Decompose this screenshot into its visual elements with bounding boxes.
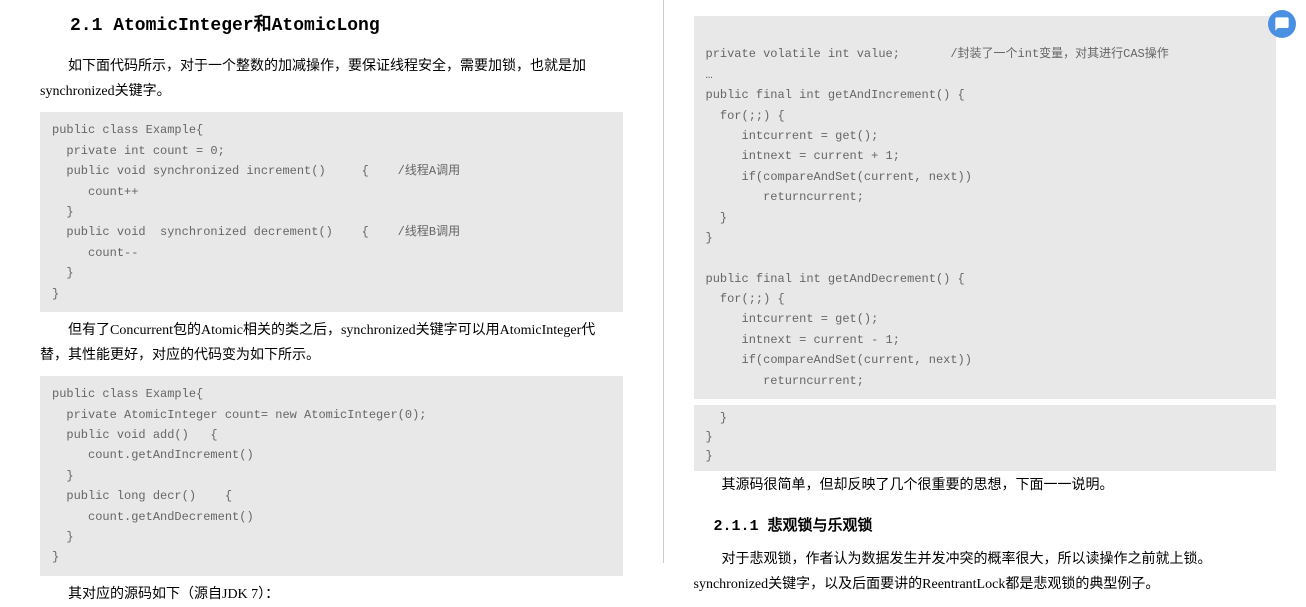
- code-block-1: public class Example{ private int count …: [40, 112, 623, 312]
- left-page: 2.1 AtomicInteger和AtomicLong 如下面代码所示，对于一…: [0, 0, 664, 563]
- right-page: private volatile int value; /封装了一个int变量，…: [664, 0, 1306, 563]
- paragraph-3: 其对应的源码如下（源自JDK 7）：: [40, 582, 623, 607]
- right-paragraph-1: 其源码很简单，但却反映了几个很重要的思想，下面一一说明。: [694, 473, 1277, 498]
- paragraph-2: 但有了Concurrent包的Atomic相关的类之后，synchronized…: [40, 318, 623, 368]
- section-title: 2.1 AtomicInteger和AtomicLong: [70, 10, 623, 36]
- subsection-title: 2.1.1 悲观锁与乐观锁: [714, 514, 1277, 535]
- code-block-right-2: } } }: [694, 405, 1277, 471]
- code-block-right-1: private volatile int value; /封装了一个int变量，…: [694, 16, 1277, 399]
- intro-paragraph: 如下面代码所示，对于一个整数的加减操作，要保证线程安全，需要加锁，也就是加syn…: [40, 54, 623, 104]
- right-paragraph-2: 对于悲观锁，作者认为数据发生并发冲突的概率很大，所以读操作之前就上锁。synch…: [694, 547, 1277, 597]
- chat-icon[interactable]: [1268, 10, 1296, 38]
- code-block-2: public class Example{ private AtomicInte…: [40, 376, 623, 576]
